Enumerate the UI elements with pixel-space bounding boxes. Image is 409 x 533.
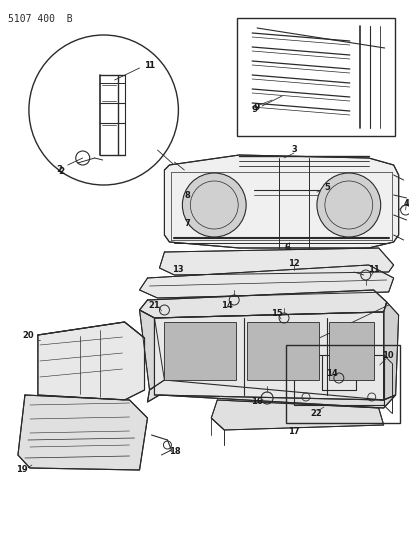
- Bar: [247, 322, 318, 380]
- Polygon shape: [211, 400, 383, 430]
- Text: 4: 4: [403, 198, 409, 207]
- Text: 5: 5: [323, 183, 329, 192]
- Text: 21: 21: [148, 301, 160, 310]
- Text: 10: 10: [381, 351, 393, 359]
- Polygon shape: [18, 395, 147, 470]
- Bar: [164, 322, 236, 380]
- Polygon shape: [154, 312, 383, 400]
- Text: 3: 3: [290, 146, 296, 155]
- Text: 22: 22: [309, 408, 321, 417]
- Text: 17: 17: [288, 427, 299, 437]
- Text: 18: 18: [168, 448, 180, 456]
- Text: 19: 19: [16, 465, 28, 474]
- Bar: [237, 18, 394, 136]
- Polygon shape: [139, 265, 393, 298]
- Polygon shape: [147, 380, 395, 408]
- Polygon shape: [38, 322, 144, 400]
- Circle shape: [182, 173, 245, 237]
- Polygon shape: [139, 290, 386, 318]
- Circle shape: [316, 173, 380, 237]
- Text: 14: 14: [221, 302, 233, 311]
- Text: 12: 12: [288, 259, 299, 268]
- Bar: [328, 322, 373, 380]
- Text: 15: 15: [270, 310, 282, 319]
- Polygon shape: [164, 155, 398, 248]
- Text: 1: 1: [148, 61, 154, 69]
- Text: 14: 14: [325, 368, 337, 377]
- Text: 2: 2: [56, 166, 63, 174]
- Text: 7: 7: [184, 220, 190, 229]
- Text: 8: 8: [184, 190, 190, 199]
- Text: 20: 20: [22, 330, 34, 340]
- Polygon shape: [139, 310, 164, 390]
- Text: 6: 6: [283, 243, 289, 252]
- Text: 2: 2: [58, 167, 65, 176]
- Text: 16: 16: [251, 398, 262, 407]
- Text: 9: 9: [253, 103, 260, 112]
- Text: 9: 9: [252, 106, 258, 115]
- Text: 11: 11: [367, 265, 379, 274]
- Text: 5107 400  B: 5107 400 B: [8, 14, 72, 24]
- Polygon shape: [383, 302, 398, 400]
- Bar: [285, 345, 399, 423]
- Text: 1: 1: [144, 61, 150, 69]
- Text: 13: 13: [171, 265, 183, 274]
- Polygon shape: [159, 248, 393, 275]
